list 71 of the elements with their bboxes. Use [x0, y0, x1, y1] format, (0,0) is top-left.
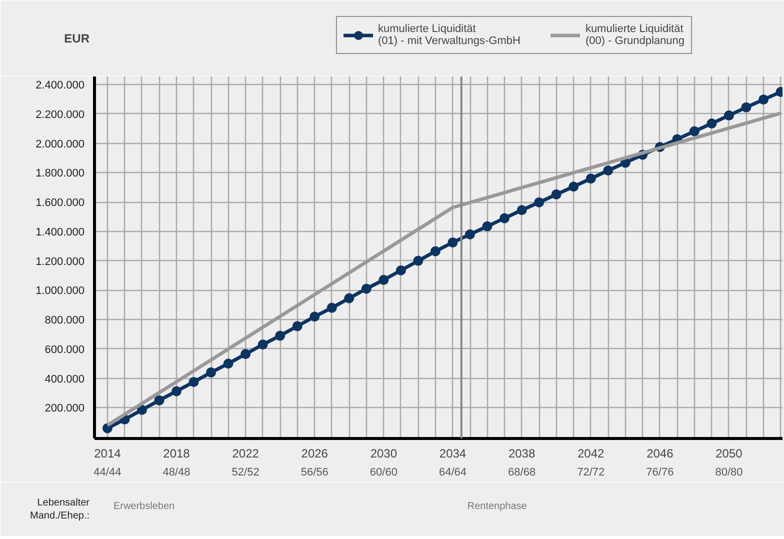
y-tick-label: 1.200.000 — [36, 256, 84, 268]
point — [258, 340, 268, 350]
text: 44/44 — [94, 466, 122, 478]
legend-label: kumulierte Liquidität (00) - Grundplanung — [585, 23, 684, 47]
point — [516, 205, 527, 216]
point — [448, 237, 458, 248]
text: 68/68 — [508, 466, 536, 478]
point — [310, 312, 320, 322]
text: 80/80 — [715, 466, 743, 478]
text: Rentenphase — [467, 501, 528, 512]
point — [758, 94, 769, 105]
point — [603, 165, 614, 176]
text: 72/72 — [577, 466, 605, 478]
text: 64/64 — [438, 466, 467, 478]
text: 52/52 — [232, 466, 260, 478]
point — [465, 229, 476, 240]
y-tick-label: 2.000.000 — [36, 138, 84, 150]
point — [206, 367, 216, 378]
text: 48/48 — [162, 466, 190, 478]
point — [568, 182, 579, 192]
x-tick-label: 2014 — [94, 446, 122, 460]
point — [326, 302, 337, 313]
x-tick-label: 2018 — [163, 446, 190, 460]
x-tick-label: 2022 — [232, 446, 260, 460]
point — [344, 293, 354, 304]
point — [430, 246, 440, 256]
text: 60/60 — [370, 466, 398, 478]
point — [292, 321, 302, 332]
x-tick-label: 2050 — [716, 446, 743, 460]
point — [240, 349, 251, 360]
point — [188, 376, 199, 387]
x-tick-label: 2034 — [439, 446, 466, 460]
y-tick-label: 400.000 — [44, 373, 85, 386]
y-tick-label: 1.000.000 — [36, 285, 84, 298]
point — [689, 126, 700, 136]
point — [482, 221, 492, 232]
y-tick-label: 200.000 — [44, 402, 85, 415]
point — [551, 189, 562, 200]
point — [361, 284, 372, 294]
point — [136, 404, 147, 415]
legend-label: kumulierte Liquidität (01) - mit Verwaltungs-GmbH — [378, 23, 520, 47]
y-axis-title: EUR — [64, 32, 90, 46]
y-tick-label: 2.200.000 — [36, 108, 84, 121]
point — [172, 386, 182, 396]
point — [378, 274, 389, 285]
point — [586, 174, 596, 184]
y-tick-label: 1.600.000 — [36, 197, 84, 210]
text: Lebensalter Mand./Ehep.: — [30, 497, 90, 522]
point — [706, 118, 717, 128]
point — [724, 110, 734, 120]
text: Erwerbsleben — [113, 501, 175, 512]
point — [396, 265, 406, 276]
x-tick-label: 2038 — [508, 446, 536, 460]
y-tick-label: 600.000 — [44, 344, 85, 356]
y-tick-label: 1.800.000 — [36, 168, 84, 180]
x-tick-label: 2030 — [370, 446, 398, 460]
point — [500, 213, 510, 224]
point — [741, 102, 752, 112]
point — [154, 395, 164, 406]
y-tick-label: 1.400.000 — [36, 226, 84, 238]
point — [223, 358, 234, 369]
point — [534, 197, 544, 208]
text: 56/56 — [300, 466, 328, 478]
y-tick-label: 2.400.000 — [36, 80, 84, 92]
y-tick-label: 800.000 — [44, 314, 85, 327]
x-tick-label: 2046 — [646, 446, 674, 460]
point — [413, 256, 424, 266]
x-tick-label: 2026 — [301, 446, 328, 460]
x-tick-label: 2042 — [578, 446, 605, 460]
text: 76/76 — [646, 466, 674, 478]
point — [275, 330, 286, 341]
